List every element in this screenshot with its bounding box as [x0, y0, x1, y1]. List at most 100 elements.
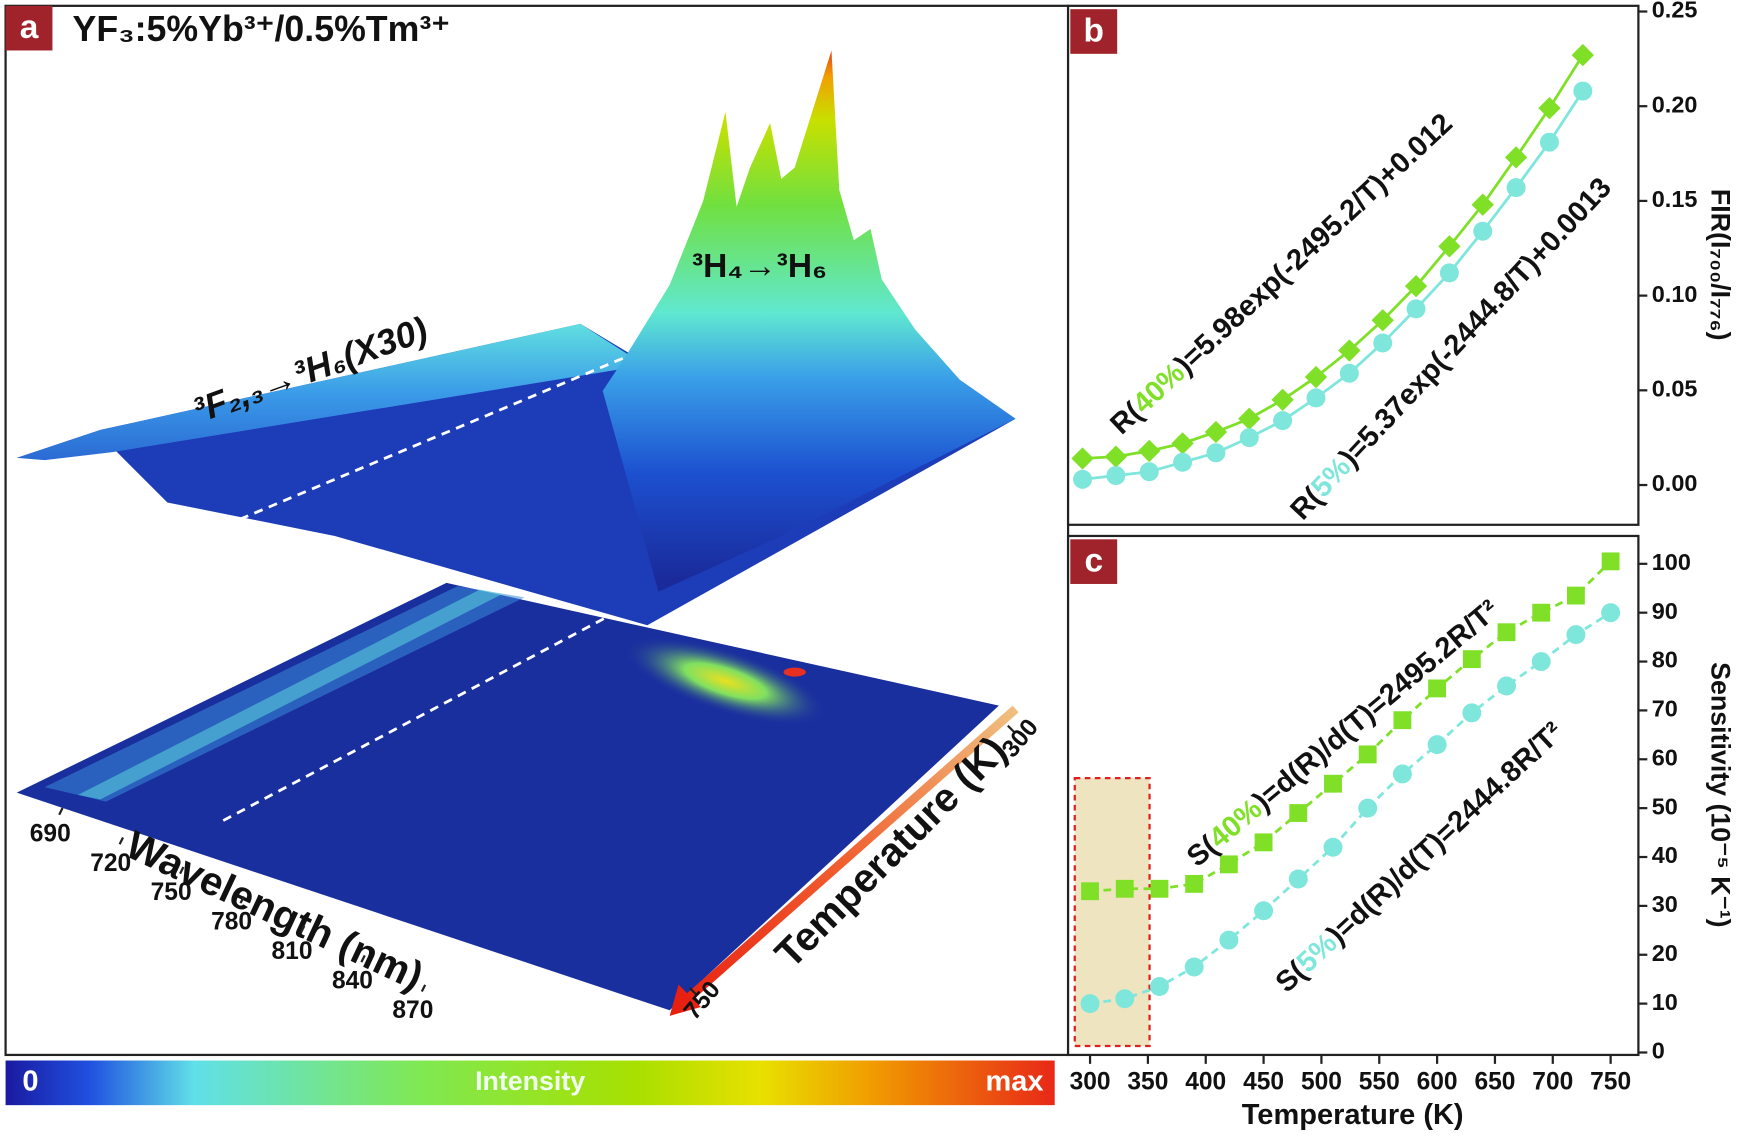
marker [1506, 178, 1526, 198]
marker [1566, 625, 1586, 645]
marker [1497, 623, 1516, 642]
marker [1601, 552, 1620, 571]
marker [1173, 452, 1193, 472]
panel-badge [5, 5, 53, 51]
y-tick-label: 0 [1652, 1038, 1665, 1064]
marker [1139, 462, 1159, 482]
y-tick-label: 70 [1652, 696, 1678, 722]
marker [1115, 879, 1134, 898]
marker [1538, 96, 1561, 120]
x-tick-label: 700 [1532, 1068, 1573, 1095]
x-tick [420, 984, 427, 993]
marker [1566, 586, 1585, 605]
series-line [1089, 611, 1612, 1006]
marker [1184, 957, 1204, 977]
colorbar-min: 0 [22, 1065, 38, 1097]
marker [1462, 703, 1482, 723]
marker [1254, 833, 1273, 852]
marker [1531, 652, 1551, 672]
marker [1339, 363, 1359, 383]
x-tick-label: 550 [1359, 1068, 1400, 1095]
panel-label: c [1084, 543, 1103, 580]
panel-badge [1070, 9, 1118, 54]
marker [1239, 428, 1259, 448]
marker [1338, 339, 1361, 362]
x-tick [118, 837, 124, 845]
marker [1404, 274, 1428, 298]
marker [1081, 882, 1099, 901]
marker [1439, 263, 1459, 283]
marker [1171, 432, 1194, 455]
series-line [1082, 90, 1584, 481]
x-tick-label: 600 [1417, 1068, 1458, 1095]
marker [1438, 235, 1461, 258]
marker [1601, 603, 1621, 623]
colorbar-label: Intensity [475, 1066, 585, 1096]
x-tick-label: 750 [1590, 1068, 1631, 1095]
marker [1497, 676, 1517, 696]
dashed-guide [239, 356, 626, 521]
marker [1504, 146, 1528, 169]
marker [1427, 735, 1447, 755]
marker [1206, 443, 1226, 463]
marker [1073, 469, 1093, 489]
x-tick [360, 954, 366, 963]
panel-label: b [1084, 12, 1104, 49]
marker [1254, 901, 1274, 921]
marker [1473, 221, 1493, 241]
x-tick-label: 500 [1301, 1068, 1342, 1095]
y-tick-label: 80 [1652, 647, 1678, 673]
annotation: ³H₄→³H₆ [692, 248, 827, 285]
marker [1358, 745, 1377, 764]
series-line [1089, 560, 1612, 893]
x-tick-label: 720 [90, 850, 131, 877]
y-tick-label: 100 [1652, 549, 1691, 575]
marker [1471, 193, 1494, 216]
marker [1306, 388, 1326, 408]
temperature-arrow [686, 705, 1019, 1001]
y-tick-label: 0.05 [1652, 376, 1698, 402]
marker [1323, 837, 1343, 857]
marker [1273, 411, 1293, 431]
y-tick-label: 30 [1652, 891, 1678, 917]
x-tick-label: 840 [332, 968, 373, 995]
y-tick-label: 0.20 [1652, 91, 1698, 117]
panel-title: YF₃:5%Yb³⁺/0.5%Tm³⁺ [73, 9, 451, 49]
x-tick-label: 450 [1243, 1068, 1284, 1095]
marker [1324, 774, 1342, 793]
x-tick-label: 400 [1185, 1068, 1226, 1095]
marker [1219, 855, 1238, 874]
y-tick-label: 0.00 [1652, 470, 1698, 496]
marker [1392, 764, 1412, 784]
colorbar-max: max [985, 1065, 1043, 1097]
marker [1358, 798, 1378, 818]
marker [1185, 874, 1204, 893]
x-tick [58, 807, 64, 816]
marker [1288, 869, 1308, 889]
y-tick-label: 50 [1652, 793, 1678, 819]
x-tick [299, 925, 306, 934]
marker [1462, 650, 1481, 669]
contour-streak [78, 589, 503, 800]
marker [1571, 43, 1594, 67]
x-tick [239, 895, 245, 904]
y-tick [1007, 724, 1016, 734]
x-tick-label: 650 [1474, 1068, 1515, 1095]
x-tick-label: 750 [151, 879, 192, 906]
y-tick-label: 10 [1652, 989, 1678, 1015]
marker [1106, 466, 1126, 486]
marker [1219, 930, 1239, 950]
y-tick-label: 0.25 [1652, 0, 1698, 23]
marker [1428, 679, 1447, 698]
marker [1406, 299, 1426, 319]
marker [1080, 994, 1100, 1014]
dashed-guide [222, 615, 609, 822]
y-axis-label: Sensitivity (10⁻⁵ K⁻¹) [1706, 662, 1736, 927]
y-tick-label: 0.15 [1652, 186, 1698, 212]
y-tick [688, 987, 698, 996]
marker [1371, 309, 1394, 332]
contour-hotspot [624, 636, 827, 726]
colorbar [5, 1060, 1055, 1106]
x-tick [179, 866, 185, 875]
marker [1573, 81, 1593, 101]
